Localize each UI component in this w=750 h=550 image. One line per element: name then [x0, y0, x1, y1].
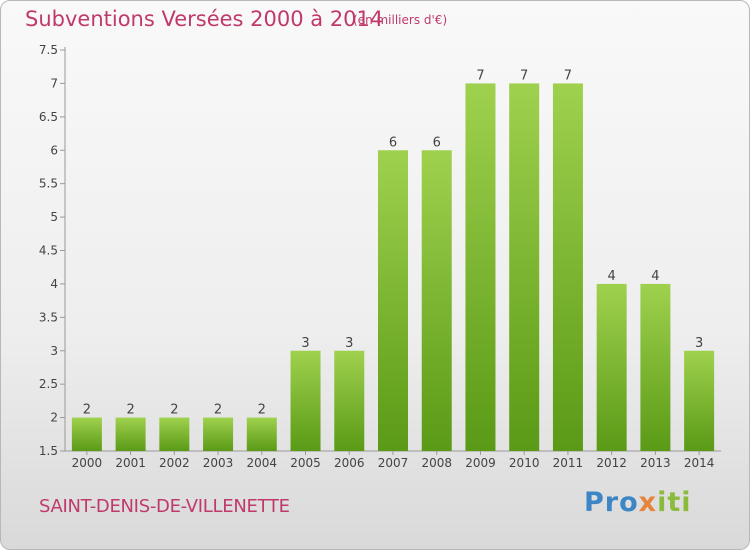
y-tick-label: 4.5	[39, 244, 58, 258]
x-tick-label: 2000	[72, 456, 103, 470]
data-label: 6	[433, 135, 441, 150]
x-tick-label: 2007	[378, 456, 409, 470]
proxiti-logo: Proxiti	[584, 487, 692, 518]
data-label: 2	[214, 403, 222, 418]
bar-2013	[640, 283, 671, 451]
data-label: 7	[520, 68, 528, 83]
y-tick-label: 3	[50, 344, 58, 358]
data-label: 4	[608, 269, 616, 284]
y-tick-label: 6.5	[39, 110, 58, 124]
y-tick-label: 4	[50, 277, 58, 291]
y-tick-label: 5	[50, 210, 58, 224]
y-tick-label: 5.5	[39, 177, 58, 191]
x-tick-label: 2008	[421, 456, 452, 470]
y-tick-label: 7	[50, 76, 58, 90]
chart-data-labels: 2 2 2 2 2 3 3 6 6 7 7 7 4 4 3	[83, 68, 704, 417]
x-tick-label: 2001	[115, 456, 146, 470]
y-tick-label: 3.5	[39, 310, 58, 324]
data-label: 2	[170, 403, 178, 418]
bar-2003	[203, 417, 234, 451]
data-label: 2	[126, 403, 134, 418]
x-tick-label: 2012	[596, 456, 627, 470]
bar-2002	[159, 417, 190, 451]
data-label: 2	[83, 403, 91, 418]
bar-2014	[684, 350, 715, 451]
bar-2001	[115, 417, 146, 451]
data-label: 3	[301, 336, 309, 351]
x-tick-label: 2011	[553, 456, 584, 470]
x-tick-label: 2006	[334, 456, 365, 470]
data-label: 7	[564, 68, 572, 83]
x-tick-label: 2003	[203, 456, 234, 470]
data-label: 6	[389, 135, 397, 150]
bar-2000	[71, 417, 102, 451]
data-label: 2	[258, 403, 266, 418]
bar-2010	[509, 83, 540, 452]
x-tick-label: 2009	[465, 456, 496, 470]
x-tick-label: 2014	[684, 456, 715, 470]
bar-2007	[378, 150, 408, 451]
x-tick-label: 2005	[290, 456, 321, 470]
bar-2012	[596, 283, 627, 451]
bar-2005	[290, 350, 321, 451]
y-tick-label: 1.5	[39, 444, 58, 458]
y-tick-label: 2	[50, 411, 58, 425]
commune-name: SAINT-DENIS-DE-VILLENETTE	[39, 496, 290, 517]
bar-2008	[421, 150, 452, 451]
data-label: 3	[345, 336, 353, 351]
y-tick-label: 6	[50, 143, 58, 157]
bar-2009	[465, 83, 496, 452]
x-tick-label: 2013	[640, 456, 671, 470]
x-tick-label: 2010	[509, 456, 540, 470]
data-label: 4	[651, 269, 659, 284]
chart-axes: 1.5 2 2.5 3 3.5 4 4.5 5 5.5 6 6.5 7 7.5 2000 2001 2002 2…	[39, 43, 721, 470]
x-tick-label: 2004	[247, 456, 278, 470]
chart-bars	[71, 83, 715, 452]
bar-2006	[334, 350, 365, 451]
data-label: 3	[695, 336, 703, 351]
chart-subtitle: (en milliers d'€)	[353, 13, 448, 27]
y-tick-label: 7.5	[39, 43, 58, 57]
x-tick-label: 2002	[159, 456, 190, 470]
data-label: 7	[476, 68, 484, 83]
bar-2011	[552, 83, 583, 452]
bar-2004	[246, 417, 277, 451]
y-tick-label: 2.5	[39, 377, 58, 391]
chart-title: Subventions Versées 2000 à 2014	[25, 7, 384, 31]
